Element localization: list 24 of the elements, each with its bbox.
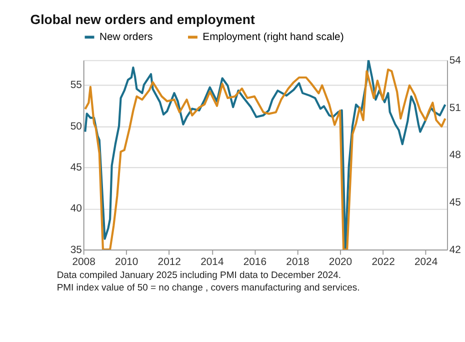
y2-tick-label: 51: [449, 102, 462, 114]
y2-tick-label: 45: [449, 198, 462, 209]
x-tick-label: 2016: [243, 257, 267, 268]
x-tick-label: 2020: [328, 257, 352, 268]
x-tick-label: 2014: [200, 257, 224, 268]
x-tick-label: 2024: [414, 257, 438, 268]
text: PMI index value of 50 = no change , covers manufacturing and services.: [56, 282, 360, 294]
legend-label: Employment (right hand scale): [202, 32, 344, 44]
y2-tick-label: 48: [449, 150, 462, 162]
y2-tick-label: 42: [449, 244, 462, 256]
x-tick-label: 2008: [72, 257, 96, 268]
x-tick-label: 2012: [158, 257, 182, 268]
y2-tick-label: 54: [449, 55, 462, 66]
x-tick-label: 2018: [286, 257, 310, 268]
x-tick-label: 2022: [372, 257, 396, 268]
y-tick-label: 40: [70, 204, 82, 215]
legend-label: New orders: [99, 32, 153, 44]
text: Data compiled January 2025 including PMI data to December 2024.: [56, 270, 342, 281]
x-tick-label: 2010: [115, 257, 138, 268]
y-tick-label: 35: [70, 244, 82, 256]
chart-title: Global new orders and employment: [30, 12, 256, 28]
y-tick-label: 45: [70, 162, 82, 174]
y-tick-label: 55: [70, 80, 82, 92]
y-tick-label: 50: [70, 121, 82, 132]
